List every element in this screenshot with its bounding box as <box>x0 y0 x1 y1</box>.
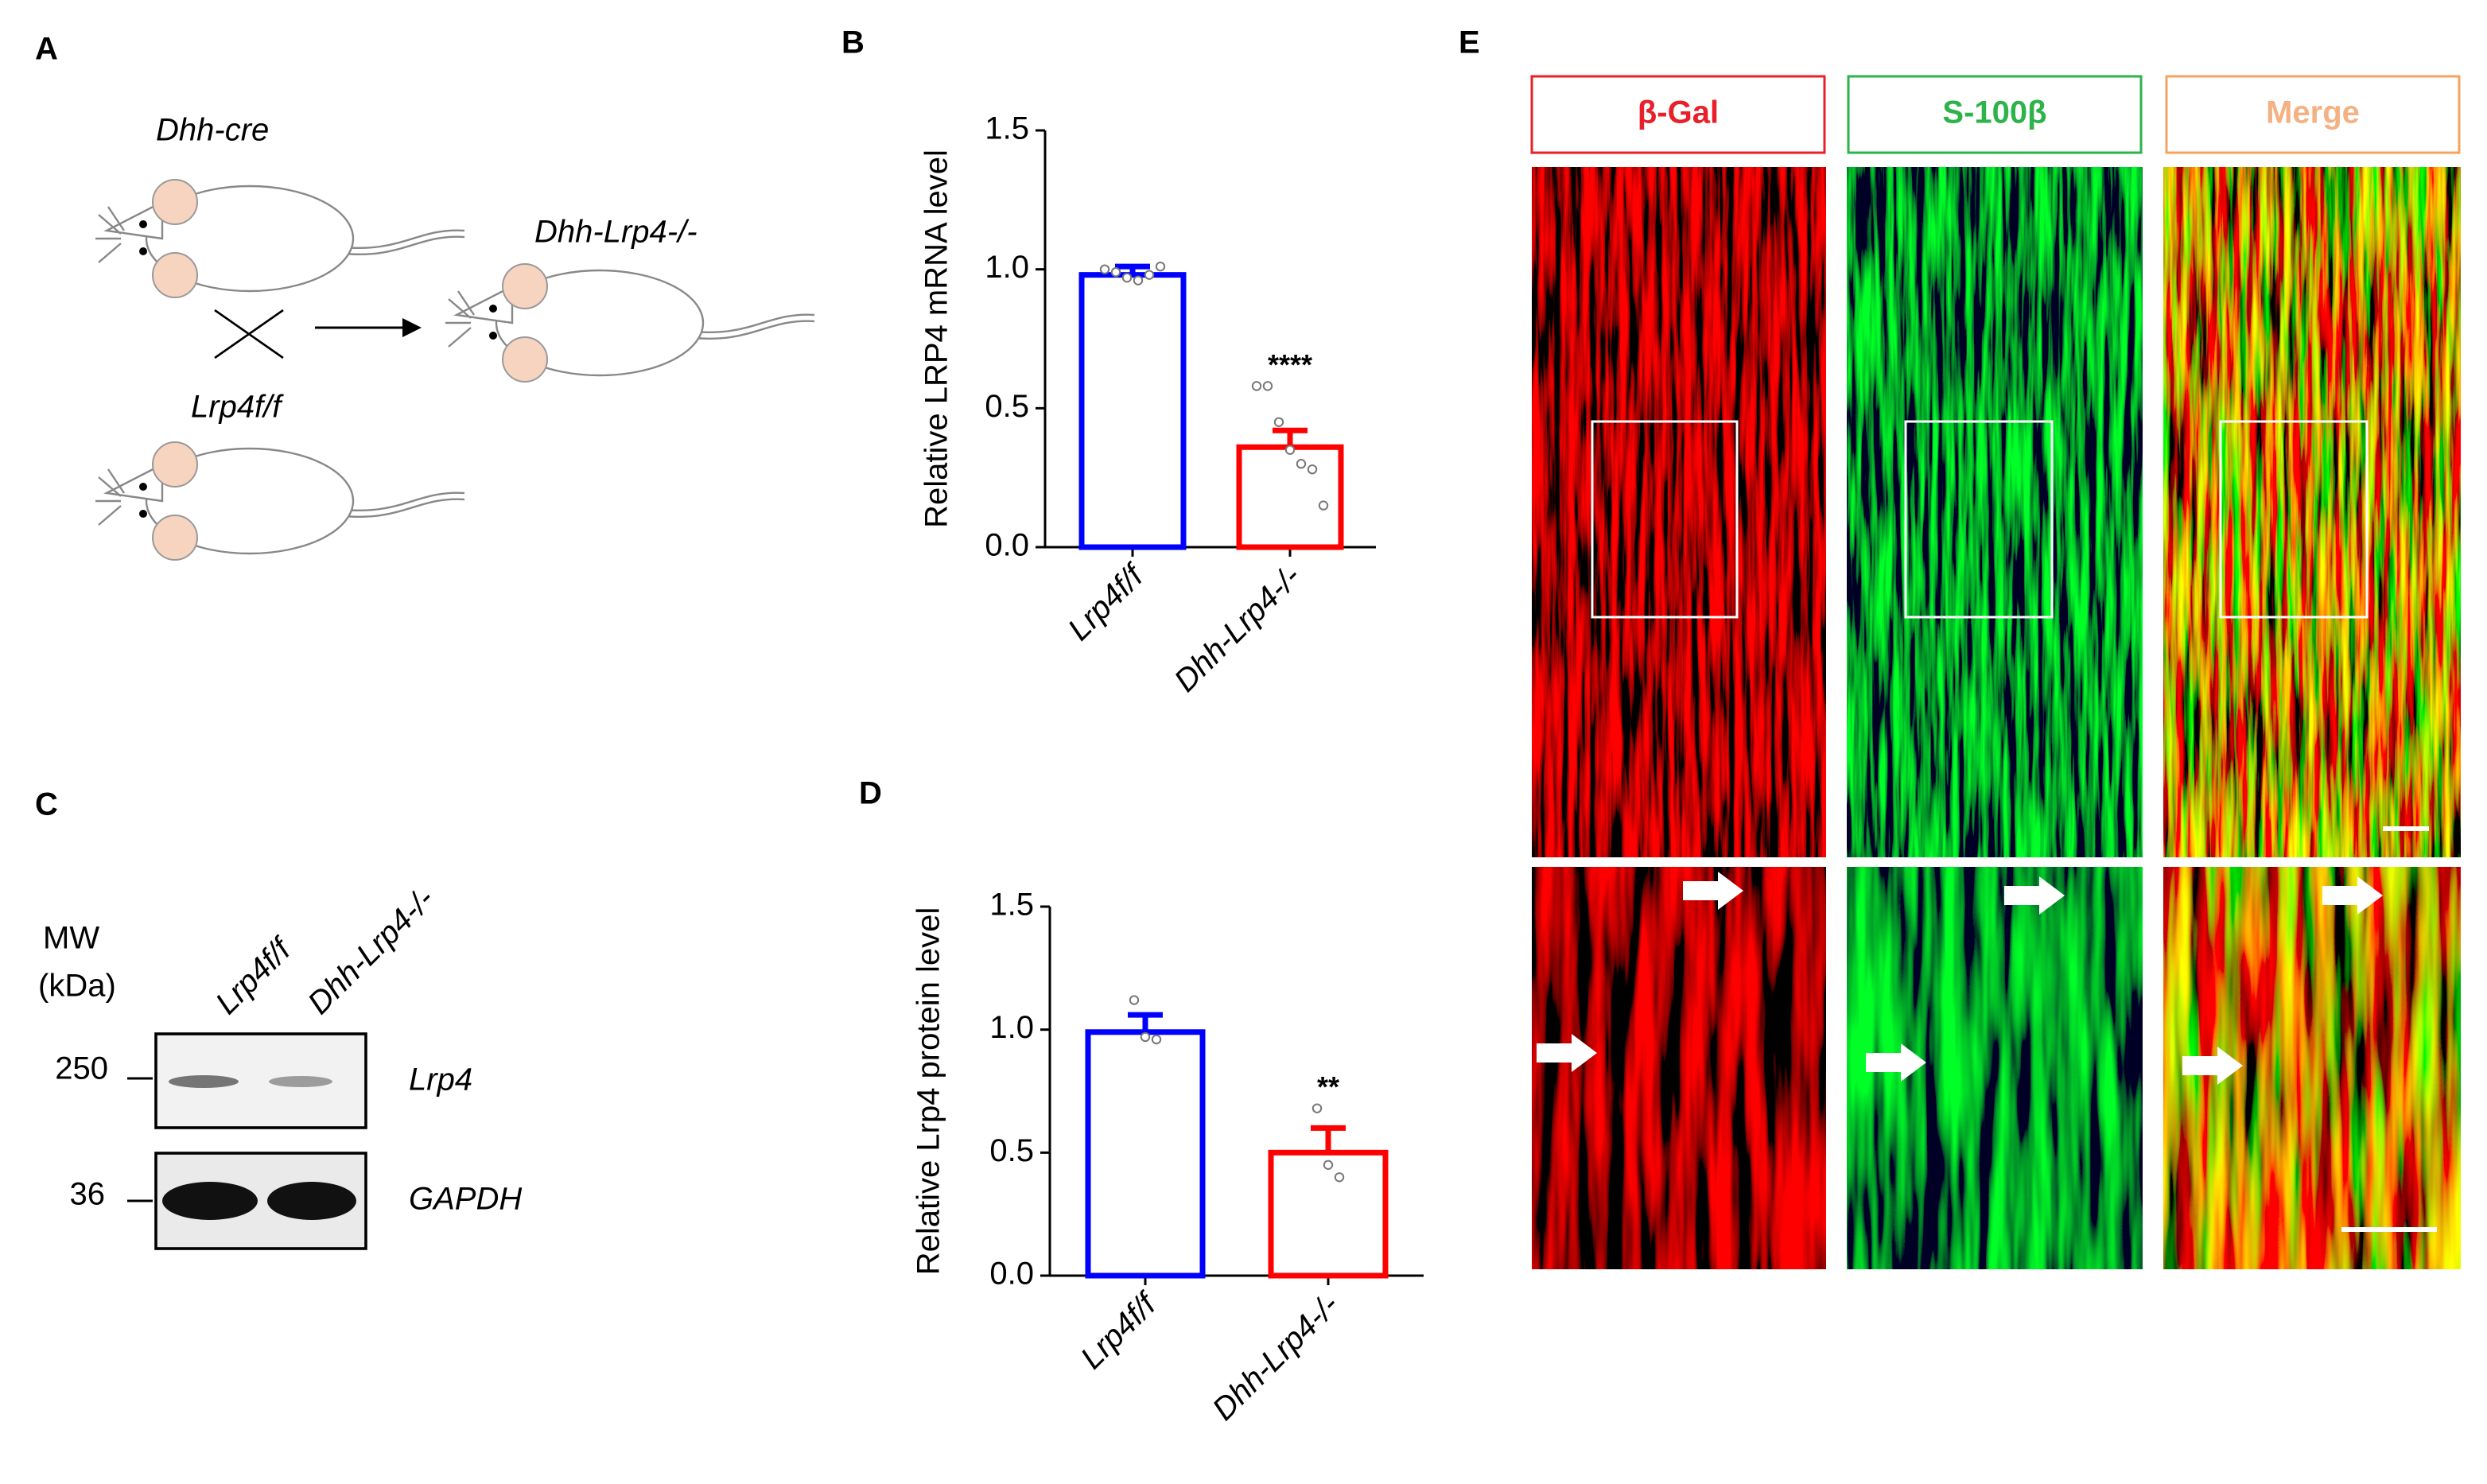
bar <box>1085 1029 1206 1279</box>
data-point <box>1296 459 1307 469</box>
data-point <box>1144 270 1155 280</box>
data-point <box>1129 995 1140 1005</box>
y-tick-label: 1.5 <box>985 111 1029 146</box>
y-tick-label: 0.5 <box>989 1133 1034 1168</box>
x-tick-label: Lrp4f/f <box>1074 1285 1165 1376</box>
genotype-label: Dhh-Lrp4-/- <box>534 215 698 250</box>
y-axis-label: Relative Lrp4 protein level <box>911 907 946 1275</box>
genotype-label: Lrp4f/f <box>191 390 284 425</box>
lane-label: Dhh-Lrp4-/- <box>301 881 441 1021</box>
channel-label: Merge <box>2266 95 2360 130</box>
data-point <box>1110 266 1121 278</box>
band-label: GAPDH <box>409 1182 522 1217</box>
panel-label: A <box>35 32 58 67</box>
y-tick-label: 1.5 <box>989 888 1034 923</box>
y-tick-label: 1.0 <box>989 1010 1034 1045</box>
micrographs <box>1530 75 2461 1269</box>
genotype-label: Dhh-cre <box>156 113 269 148</box>
y-tick-label: 1.0 <box>985 250 1029 285</box>
error-bar <box>1273 427 1308 448</box>
data-point <box>1099 264 1110 274</box>
error-bar <box>1128 1012 1163 1032</box>
y-axis-label: Relative LRP4 mRNA level <box>919 150 954 528</box>
mouse-drawings <box>94 178 816 561</box>
bar <box>1078 272 1187 550</box>
data-point <box>1140 1031 1151 1043</box>
data-point <box>1312 1103 1323 1113</box>
data-point <box>1251 381 1262 391</box>
data-point <box>1151 1034 1162 1045</box>
marker-label: 36 <box>70 1177 106 1212</box>
x-tick-label: Dhh-Lrp4-/- <box>1206 1288 1346 1428</box>
data-point <box>1133 275 1144 286</box>
bar <box>1268 1149 1389 1279</box>
data-point <box>1273 417 1284 427</box>
data-point <box>1284 445 1296 455</box>
data-point <box>1307 464 1318 475</box>
error-bar <box>1115 263 1150 275</box>
panel-label: D <box>859 776 882 811</box>
mw-label: MW <box>43 921 99 956</box>
data-point <box>1155 261 1166 272</box>
x-tick-label: Dhh-Lrp4-/- <box>1168 559 1308 699</box>
panel-label: E <box>1459 25 1480 60</box>
x-tick-label: Lrp4f/f <box>1062 557 1152 647</box>
mw-unit: (kDa) <box>38 969 116 1004</box>
significance: ** <box>1317 1070 1339 1103</box>
marker-label: 250 <box>55 1051 108 1086</box>
y-tick-label: 0.5 <box>985 389 1029 424</box>
panel-label: C <box>35 787 58 822</box>
error-bar <box>1311 1125 1346 1153</box>
lane-label: Lrp4f/f <box>209 930 300 1021</box>
bar <box>1236 444 1344 550</box>
data-point <box>1323 1160 1334 1171</box>
significance: **** <box>1268 348 1312 381</box>
y-tick-label: 0.0 <box>989 1257 1034 1292</box>
data-point <box>1262 381 1273 391</box>
data-point <box>1318 500 1329 511</box>
y-tick-label: 0.0 <box>985 528 1029 563</box>
band-label: Lrp4 <box>409 1062 472 1097</box>
channel-label: S-100β <box>1942 95 2046 130</box>
data-point <box>1121 272 1133 283</box>
data-point <box>1334 1172 1345 1183</box>
channel-label: β-Gal <box>1638 95 1719 130</box>
panel-label: B <box>841 25 865 60</box>
blot <box>127 1032 367 1250</box>
